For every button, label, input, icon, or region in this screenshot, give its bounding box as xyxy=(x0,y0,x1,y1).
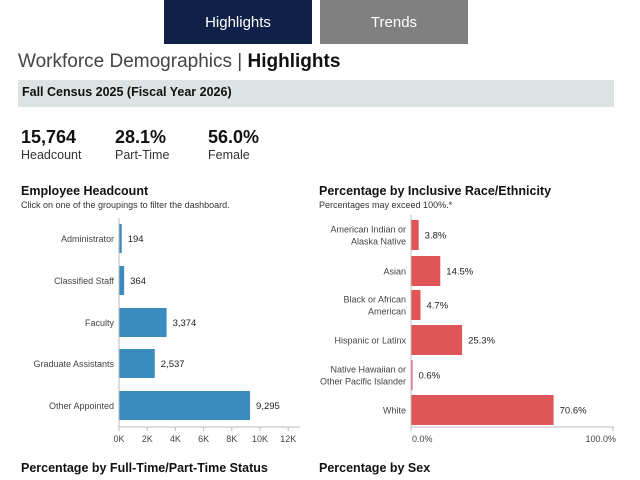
x-tick-label: 12K xyxy=(280,434,296,444)
data-label: 70.6% xyxy=(560,406,587,417)
bar[interactable] xyxy=(119,391,251,420)
kpi-headcount: 15,764 Headcount xyxy=(21,127,81,162)
x-tick-label: 6K xyxy=(198,434,209,444)
category-label: Black or African xyxy=(343,295,406,305)
x-tick-label: 8K xyxy=(226,434,237,444)
page-title: Workforce Demographics | Highlights xyxy=(18,51,340,73)
category-label: American Indian or xyxy=(330,225,406,235)
race-subtitle: Percentages may exceed 100%.* xyxy=(319,200,453,210)
title-separator: | xyxy=(237,51,243,72)
bar[interactable] xyxy=(119,308,167,337)
kpi-value: 15,764 xyxy=(21,127,77,147)
x-tick-label: 4K xyxy=(170,434,181,444)
headcount-title: Employee Headcount xyxy=(21,184,149,198)
census-banner: Fall Census 2025 (Fiscal Year 2026) xyxy=(18,80,614,107)
category-label[interactable]: Faculty xyxy=(85,318,115,328)
category-label[interactable]: Graduate Assistants xyxy=(33,359,114,369)
kpi-label: Headcount xyxy=(21,148,82,162)
kpi-value: 28.1% xyxy=(115,127,167,147)
data-label: 4.7% xyxy=(426,301,448,312)
bar[interactable] xyxy=(119,266,125,295)
x-tick-label: 0K xyxy=(113,434,124,444)
kpi-label: Female xyxy=(208,148,250,162)
tab-trends[interactable]: Trends xyxy=(320,0,468,44)
bar[interactable] xyxy=(119,224,122,253)
category-label: Native Hawaiian or xyxy=(330,365,406,375)
data-label: 364 xyxy=(130,276,146,287)
kpi-label: Part-Time xyxy=(115,148,170,162)
data-label: 14.5% xyxy=(446,267,473,278)
bar xyxy=(411,360,413,390)
bar xyxy=(411,256,441,286)
data-label: 3.8% xyxy=(425,231,447,242)
category-label[interactable]: Classified Staff xyxy=(54,276,114,286)
x-tick-label: 2K xyxy=(142,434,153,444)
category-label: White xyxy=(383,406,406,416)
kpi-part-time: 28.1% Part-Time xyxy=(115,127,169,162)
x-tick-label: 0.0% xyxy=(412,434,433,444)
title-main: Workforce Demographics xyxy=(18,51,233,72)
title-section: Highlights xyxy=(247,51,341,72)
bar xyxy=(411,395,554,425)
sex-title: Percentage by Sex xyxy=(319,461,431,475)
data-label: 9,295 xyxy=(256,401,280,412)
bar xyxy=(411,220,419,250)
kpi-female: 56.0% Female xyxy=(208,127,259,162)
data-label: 194 xyxy=(128,234,144,245)
category-label: Alaska Native xyxy=(351,237,406,247)
data-label: 0.6% xyxy=(419,371,441,382)
kpi-value: 56.0% xyxy=(208,127,260,147)
tab-highlights[interactable]: Highlights xyxy=(164,0,312,44)
data-label: 3,374 xyxy=(173,318,197,329)
category-label: Hispanic or Latinx xyxy=(334,336,406,346)
data-label: 25.3% xyxy=(468,336,495,347)
data-label: 2,537 xyxy=(161,359,185,370)
ftpt-title: Percentage by Full-Time/Part-Time Status xyxy=(21,461,268,475)
x-tick-label: 100.0% xyxy=(585,434,616,444)
bar xyxy=(411,325,463,355)
bar xyxy=(411,290,421,320)
x-tick-label: 10K xyxy=(252,434,268,444)
category-label[interactable]: Administrator xyxy=(61,234,114,244)
category-label[interactable]: Other Appointed xyxy=(49,401,114,411)
category-label: Asian xyxy=(383,267,406,277)
headcount-subtitle: Click on one of the groupings to filter … xyxy=(21,200,230,210)
category-label: American xyxy=(368,307,406,317)
race-title: Percentage by Inclusive Race/Ethnicity xyxy=(319,184,552,198)
bar[interactable] xyxy=(119,349,155,378)
category-label: Other Pacific Islander xyxy=(320,377,406,387)
